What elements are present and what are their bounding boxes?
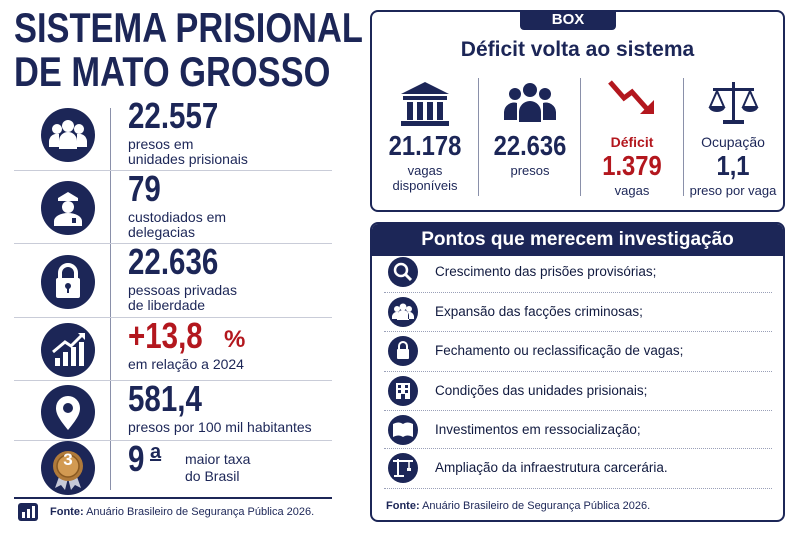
stat-suffix: a: [150, 441, 162, 463]
stat-label: maior taxa: [185, 451, 251, 467]
stat-icon-graphic: [41, 108, 95, 162]
stat-icon: [40, 322, 96, 378]
ponto-icon: [388, 336, 418, 366]
row-separator: [14, 380, 332, 381]
column-divider: [683, 78, 684, 196]
column-divider: [580, 78, 581, 196]
title-line: SISTEMA PRISIONAL: [14, 4, 363, 51]
box-label: disponíveis: [392, 178, 458, 193]
box-icon-graphic: [401, 82, 449, 126]
source-icon: [18, 503, 38, 521]
stat-icon-graphic: [41, 255, 95, 309]
ponto-icon: [388, 297, 418, 327]
row-separator: [14, 243, 332, 244]
stat-icon: [40, 254, 96, 310]
column-divider: [478, 78, 479, 196]
badge: 3: [63, 450, 73, 469]
ponto-icon-graphic: [388, 257, 418, 287]
stat-value: 79: [128, 168, 161, 209]
box-tab: BOX: [520, 10, 616, 30]
stat-icon: [40, 440, 96, 496]
stat-label: custodiados em: [128, 209, 227, 225]
ponto-icon: [388, 376, 418, 406]
pontos-panel: Pontos que merecem investigação: [370, 222, 785, 522]
ponto-icon-graphic: [388, 376, 418, 406]
stat-icon: [40, 180, 96, 236]
row-separator: [384, 410, 772, 411]
stat-value: 9: [128, 438, 145, 479]
ponto-icon-graphic: [388, 453, 418, 483]
stat-icon: [40, 384, 96, 440]
ponto-text: Fechamento ou reclassificação de vagas;: [435, 343, 684, 358]
row-separator: [14, 317, 332, 318]
box-value: 1.379: [602, 150, 662, 181]
ponto-icon-graphic: [388, 415, 418, 445]
box-icon: [502, 76, 558, 128]
stat-icon-graphic: [41, 441, 95, 495]
box-caption: Déficit: [610, 134, 654, 150]
stat-label: de liberdade: [128, 297, 206, 313]
ponto-icon-graphic: [388, 336, 418, 366]
row-separator: [384, 292, 772, 293]
pontos-title: Pontos que merecem investigação: [372, 224, 783, 256]
divider: [110, 108, 111, 490]
box-label: presos: [510, 163, 550, 178]
stat-value: 22.557: [128, 95, 219, 136]
rule: [14, 497, 332, 499]
ponto-text: Ampliação da infraestrutura carcerária.: [435, 460, 668, 475]
stat-value: 581,4: [128, 378, 202, 419]
box-label: preso por vaga: [689, 183, 777, 198]
title-line: DE MATO GROSSO: [14, 48, 331, 95]
ponto-text: Crescimento das prisões provisórias;: [435, 264, 657, 279]
box-value: 21.178: [388, 130, 462, 161]
source: Fonte: Anuário Brasileiro de Segurança P…: [386, 500, 650, 512]
row-separator: [384, 331, 772, 332]
ponto-icon-graphic: [388, 297, 418, 327]
box-icon-graphic: [708, 82, 759, 124]
stat-label: presos em: [128, 136, 194, 152]
row-separator: [384, 448, 772, 449]
stat-icon: [40, 107, 96, 163]
source-text: Anuário Brasileiro de Segurança Pública …: [86, 506, 315, 518]
source-text: Anuário Brasileiro de Segurança Pública …: [422, 500, 651, 512]
stat-icon-graphic: [41, 323, 95, 377]
stat-label: do Brasil: [185, 468, 240, 484]
stat-unit: %: [224, 326, 246, 353]
row-separator: [14, 170, 332, 171]
ponto-text: Investimentos em ressocialização;: [435, 422, 641, 437]
box-icon: [604, 76, 660, 128]
box-icon: [705, 76, 761, 128]
stat-label: em relação a 2024: [128, 356, 244, 372]
row-separator: [14, 440, 332, 441]
stat-label: delegacias: [128, 224, 195, 240]
stat-label: unidades prisionais: [128, 151, 248, 167]
stat-label: presos por 100 mil habitantes: [128, 419, 312, 435]
row-separator: [384, 371, 772, 372]
ponto-icon: [388, 453, 418, 483]
ponto-icon: [388, 257, 418, 287]
box-title: Déficit volta ao sistema: [460, 38, 695, 61]
source: Fonte: Anuário Brasileiro de Segurança P…: [50, 506, 314, 518]
box-icon-graphic: [608, 80, 654, 114]
stat-label: pessoas privadas: [128, 282, 237, 298]
source-label: Fonte:: [50, 506, 84, 518]
ponto-text: Condições das unidades prisionais;: [435, 383, 648, 398]
stat-value: +13,8: [128, 315, 203, 356]
box-caption: Ocupação: [701, 134, 765, 150]
stat-value: 22.636: [128, 241, 219, 282]
box-value: 22.636: [493, 130, 567, 161]
stat-icon-graphic: [41, 181, 95, 235]
ponto-text: Expansão das facções criminosas;: [435, 304, 643, 319]
stat-icon-graphic: [41, 385, 95, 439]
box-value: 1,1: [716, 150, 750, 181]
ponto-icon: [388, 415, 418, 445]
box-icon: [397, 76, 453, 128]
box-icon-graphic: [504, 83, 556, 122]
row-separator: [384, 488, 772, 489]
box-label: vagas: [407, 163, 443, 178]
box-label: vagas: [614, 183, 650, 198]
source-label: Fonte:: [386, 500, 420, 512]
